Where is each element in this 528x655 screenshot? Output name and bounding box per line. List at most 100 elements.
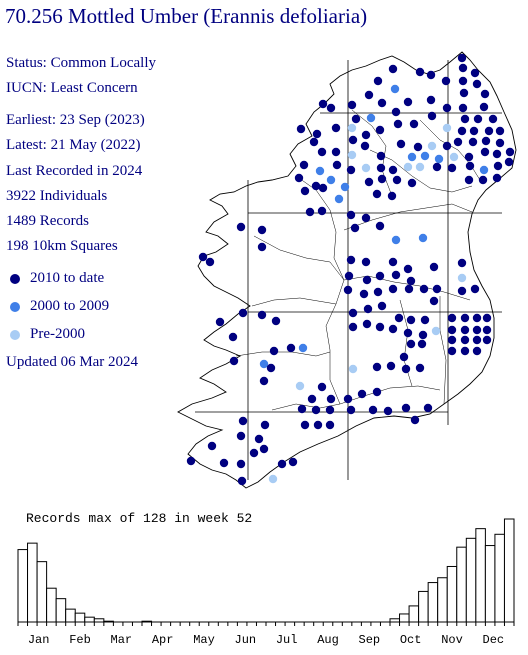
record-dot: [479, 165, 489, 175]
record-dot: [207, 441, 217, 451]
record-dot: [472, 313, 482, 323]
record-dot: [259, 444, 269, 454]
month-label: Nov: [441, 633, 463, 647]
month-label: Aug: [317, 633, 339, 647]
legend-dot-2000: [10, 301, 20, 312]
record-dot: [298, 343, 308, 353]
histogram-bar: [36, 561, 48, 623]
histogram-bar: [494, 533, 505, 623]
record-dot: [391, 107, 401, 117]
record-dot: [473, 114, 483, 124]
record-dot: [317, 206, 327, 216]
record-dot: [465, 161, 475, 171]
legend-item-pre2000: Pre-2000: [10, 326, 85, 343]
record-dot: [390, 84, 400, 94]
record-dot: [360, 141, 370, 151]
record-dot: [492, 173, 502, 183]
record-dot: [460, 325, 470, 335]
record-dot: [392, 175, 402, 185]
record-dot: [238, 308, 248, 318]
record-dot: [470, 68, 480, 78]
record-dot: [362, 319, 372, 329]
record-dot: [453, 137, 463, 147]
record-dot: [447, 313, 457, 323]
record-dot: [373, 287, 383, 297]
record-dot: [249, 448, 259, 458]
legend-label-2000: 2000 to 2009: [30, 298, 110, 314]
record-dot: [426, 70, 436, 80]
record-dot: [432, 162, 442, 172]
record-dot: [429, 262, 439, 272]
record-dot: [482, 313, 492, 323]
histogram-bar: [427, 582, 439, 623]
record-dot: [257, 310, 267, 320]
record-dot: [347, 123, 357, 133]
legend-label-2010: 2010 to date: [30, 270, 105, 286]
record-dot: [427, 141, 437, 151]
record-dot: [343, 285, 353, 295]
record-dot: [419, 284, 429, 294]
record-dot: [317, 382, 327, 392]
records-count: 1489 Records: [6, 213, 89, 229]
record-dot: [504, 157, 514, 167]
record-dot: [479, 102, 489, 112]
record-dot: [447, 163, 457, 173]
record-dot: [442, 141, 452, 151]
histogram-bar: [437, 577, 448, 623]
record-dot: [377, 98, 387, 108]
record-dot: [318, 183, 328, 193]
record-dot: [484, 126, 494, 136]
record-dot: [372, 189, 382, 199]
record-dots: [186, 53, 515, 486]
record-dot: [415, 162, 425, 172]
record-dot: [348, 308, 358, 318]
record-dot: [346, 165, 356, 175]
record-dot: [236, 431, 246, 441]
record-dot: [332, 160, 342, 170]
record-dot: [480, 89, 490, 99]
record-dot: [401, 364, 411, 374]
record-dot: [464, 175, 474, 185]
histogram-bar: [503, 518, 515, 623]
page-title: 70.256 Mottled Umber (Erannis defoliaria…: [5, 4, 368, 28]
record-dot: [294, 173, 304, 183]
record-dot: [401, 403, 411, 413]
month-label: Feb: [69, 633, 91, 647]
month-label: Mar: [111, 633, 133, 647]
record-dot: [350, 223, 360, 233]
record-dot: [326, 394, 336, 404]
record-dot: [348, 135, 358, 145]
record-dot: [388, 324, 398, 334]
month-label: Apr: [152, 633, 174, 647]
record-dot: [420, 315, 430, 325]
record-dot: [343, 394, 353, 404]
record-dot: [464, 152, 474, 162]
record-dot: [460, 313, 470, 323]
histogram-title: Records max of 128 in week 52: [26, 511, 253, 526]
record-dot: [495, 138, 505, 148]
record-dot: [449, 152, 459, 162]
record-dot: [317, 147, 327, 157]
record-dot: [361, 213, 371, 223]
record-dot: [431, 326, 441, 336]
iucn-text: IUCN: Least Concern: [6, 80, 138, 96]
month-labels: Jan Feb Mar Apr May Jun Jul Aug Sep Oct Nov Dec: [28, 633, 504, 647]
record-dot: [403, 97, 413, 107]
record-dot: [406, 339, 416, 349]
record-dot: [259, 376, 269, 386]
record-dot: [326, 175, 336, 185]
histogram-bars: [17, 518, 515, 623]
record-dot: [366, 113, 376, 123]
record-dot: [266, 363, 276, 373]
record-dot: [481, 136, 491, 146]
record-dot: [257, 225, 267, 235]
record-dot: [238, 416, 248, 426]
record-dot: [441, 76, 451, 86]
record-dot: [391, 270, 401, 280]
record-dot: [305, 207, 315, 217]
record-dot: [346, 405, 356, 415]
record-dot: [409, 119, 419, 129]
record-dot: [325, 405, 335, 415]
record-dot: [386, 361, 396, 371]
record-dot: [311, 181, 321, 191]
